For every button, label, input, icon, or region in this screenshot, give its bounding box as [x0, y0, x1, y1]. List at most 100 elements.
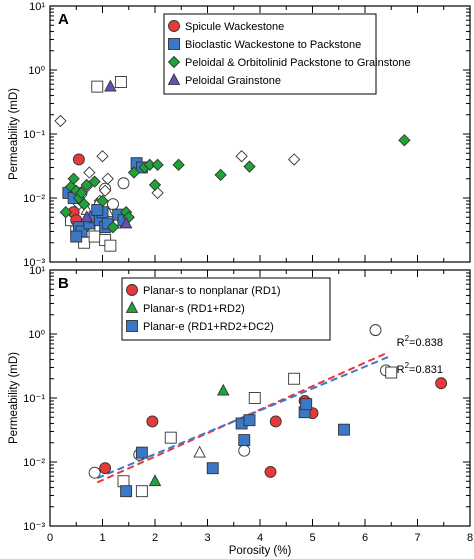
panel-a-legend-marker	[167, 55, 181, 69]
panel-a-open-diamond-point	[235, 150, 248, 163]
panel-b-planar-e-rd1-rd2-dc2-point	[206, 462, 219, 475]
panel-a-open-square-point	[91, 80, 104, 93]
panel-b-legend-marker	[126, 320, 138, 332]
panel-b-legend-marker	[125, 300, 139, 313]
panel-b-planar-s-to-nonplanar-rd1-point	[99, 462, 112, 475]
panel-a-open-diamond-point	[98, 184, 112, 197]
panel-b-planar-s-to-nonplanar-rd1-point	[435, 377, 448, 390]
panel-a-open-diamond-point	[83, 166, 96, 179]
panel-a-y-tick-label: 10¹	[29, 1, 45, 13]
panel-a-peloidal-orbitolinid-packstone-to-grainstone-point	[127, 166, 141, 179]
panel-a-peloidal-orbitolinid-packstone-to-grainstone-point	[77, 198, 91, 211]
panel-b-planar-s-rd1-rd2-point	[148, 474, 162, 487]
panel-b-data-points	[88, 324, 448, 498]
panel-a-y-tick-label: 10⁻¹	[23, 129, 45, 141]
panel-b-open-square-point	[164, 431, 177, 444]
panel-b: B Permeability (mD) Porosity (%) 10⁻³ 10⁻…	[8, 265, 473, 557]
panel-a-y-tick-label: 10⁰	[28, 65, 45, 77]
panel-a-open-diamond-point	[287, 153, 301, 166]
panel-a-open-square-point	[114, 76, 127, 88]
panel-a-open-square-point	[104, 239, 117, 252]
panel-b-planar-s-rd1-rd2-point	[217, 383, 230, 396]
panel-a-peloidal-grainstone-point	[80, 210, 93, 223]
panel-a-legend-box	[163, 13, 377, 95]
panel-b-legend-label: Planar-s to nonplanar (RD1)	[143, 285, 281, 297]
panel-a-bioclastic-wackestone-to-packstone-point	[91, 204, 104, 216]
panel-a-legend-label: Bioclastic Wackestone to Packstone	[185, 39, 361, 51]
panel-a-peloidal-orbitolinid-packstone-to-grainstone-point	[88, 175, 101, 188]
panel-a-legend-label: Peloidal & Orbitolinid Packstone to Grai…	[185, 57, 411, 69]
panel-b-legend-label: Planar-e (RD1+RD2+DC2)	[143, 321, 274, 333]
panel-b-x-tick-label: 8	[467, 532, 473, 544]
panel-a-open-circle-point	[117, 177, 130, 190]
panel-b-legend: Planar-s to nonplanar (RD1) Planar-s (RD1…	[121, 277, 331, 341]
panel-b-x-tick-label: 4	[257, 532, 263, 544]
panel-b-planar-s-to-nonplanar-rd1-point	[146, 415, 159, 428]
panel-a-y-axis-title: Permeability (mD)	[8, 88, 20, 180]
panel-b-x-tick-label: 7	[414, 532, 420, 544]
panel-b-planar-e-rd1-rd2-dc2-point	[120, 485, 133, 498]
panel-b-planar-e-rd1-rd2-dc2-point	[135, 446, 148, 459]
panel-b-open-triangle-point	[193, 445, 206, 458]
panel-a-peloidal-orbitolinid-packstone-to-grainstone-point	[214, 168, 227, 181]
panel-a-spicule-wackestone-point	[72, 153, 85, 166]
panel-b-y-tick-label: 10⁻³	[23, 521, 45, 533]
panel-b-x-axis-title: Porosity (%)	[229, 545, 292, 557]
panel-b-x-ticks: 0 1 2 3 4 5 6 7 8	[47, 270, 473, 544]
panel-b-r2-label: R2=0.831	[397, 361, 443, 376]
panel-b-x-tick-label: 0	[47, 532, 53, 544]
panel-b-planar-s-to-nonplanar-rd1-point	[269, 415, 282, 428]
panel-b-x-tick-label: 5	[309, 532, 315, 544]
panel-a-peloidal-orbitolinid-packstone-to-grainstone-point	[148, 178, 162, 192]
panel-a-legend-label: Peloidal Grainstone	[185, 75, 281, 87]
panel-b-y-axis-title: Permeability (mD)	[8, 352, 20, 444]
panel-b-r2-label: R2=0.838	[397, 334, 443, 349]
panel-a-peloidal-grainstone-point	[119, 216, 133, 229]
panel-a-legend-marker	[167, 72, 181, 85]
panel-b-planar-e-rd1-rd2-dc2-point	[300, 398, 313, 411]
panel-b-open-circle-point	[88, 466, 101, 479]
panel-b-fit-line	[96, 355, 390, 480]
panel-b-open-square-point	[385, 366, 398, 379]
panel-a: A Permeability (mD) 10⁻³ 10⁻² 10⁻¹ 10⁰ 10¹ S…	[8, 1, 471, 269]
panel-b-x-tick-label: 6	[362, 532, 368, 544]
panel-b-y-tick-label: 10¹	[29, 265, 45, 277]
panel-a-open-square-point	[88, 230, 101, 243]
panel-a-peloidal-orbitolinid-packstone-to-grainstone-point	[106, 221, 120, 234]
panel-a-data-points	[54, 76, 411, 252]
panel-b-planar-e-rd1-rd2-dc2-point	[238, 434, 251, 447]
panel-b-x-tick-label: 2	[152, 532, 158, 544]
panel-a-peloidal-orbitolinid-packstone-to-grainstone-point	[151, 158, 164, 171]
panel-a-y-tick-label: 10⁻²	[23, 193, 45, 205]
panel-b-open-square-point	[117, 475, 130, 488]
panel-a-open-diamond-point	[54, 114, 67, 128]
panel-a-bioclastic-wackestone-to-packstone-point	[70, 230, 83, 243]
panel-b-y-tick-label: 10⁻²	[23, 457, 45, 469]
panel-a-open-diamond-point	[101, 172, 114, 185]
panel-a-peloidal-orbitolinid-packstone-to-grainstone-point	[96, 194, 109, 208]
panel-a-peloidal-orbitolinid-packstone-to-grainstone-point	[398, 134, 411, 147]
panel-b-planar-e-rd1-rd2-dc2-point	[338, 423, 350, 436]
panel-b-label: B	[58, 275, 69, 292]
panel-b-y-tick-label: 10⁻¹	[23, 393, 45, 405]
panel-b-fit-lines: R2=0.838 R2=0.831	[96, 334, 443, 484]
panel-a-legend-marker	[168, 38, 180, 50]
panel-a-peloidal-grainstone-point	[104, 79, 117, 92]
panel-b-legend-label: Planar-s (RD1+RD2)	[143, 303, 245, 315]
panel-a-peloidal-orbitolinid-packstone-to-grainstone-point	[243, 160, 256, 173]
panel-a-legend-label: Spicule Wackestone	[185, 21, 284, 33]
panel-b-planar-e-rd1-rd2-dc2-point	[243, 414, 256, 427]
panel-a-y-ticks: 10⁻³ 10⁻² 10⁻¹ 10⁰ 10¹	[23, 1, 470, 269]
panel-b-open-square-point	[288, 372, 301, 385]
panel-a-peloidal-orbitolinid-packstone-to-grainstone-point	[67, 172, 80, 185]
panel-a-peloidal-orbitolinid-packstone-to-grainstone-point	[75, 186, 88, 200]
panel-a-open-diamond-point	[96, 150, 109, 163]
panel-a-y-tick-label: 10⁻³	[23, 257, 45, 269]
panel-b-x-tick-label: 3	[204, 532, 210, 544]
panel-b-open-circle-point	[238, 444, 251, 457]
panel-b-legend-box	[121, 277, 331, 341]
panel-b-planar-s-to-nonplanar-rd1-point	[264, 465, 277, 478]
panel-b-legend-marker	[126, 284, 138, 296]
panel-a-peloidal-orbitolinid-packstone-to-grainstone-point	[59, 206, 72, 219]
